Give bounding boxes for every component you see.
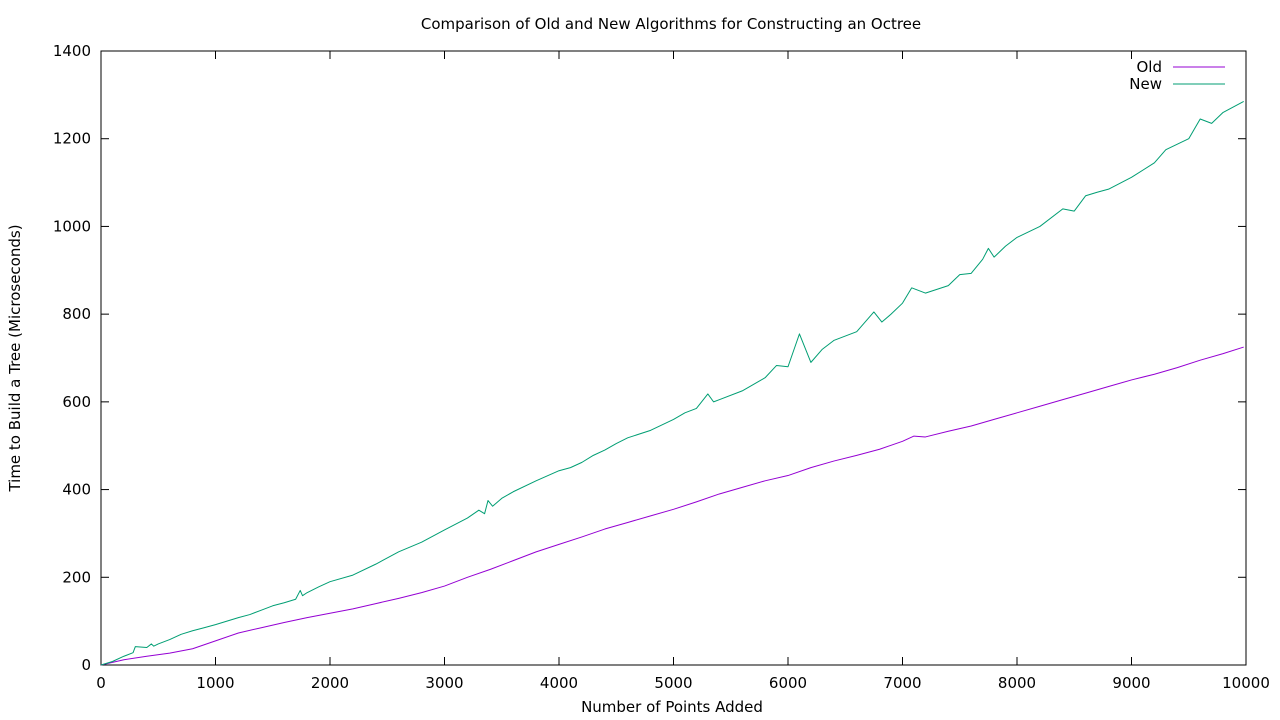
y-axis: 0 200 400 600 800 1000 1200 1400 <box>53 42 1246 674</box>
y-tick-label: 200 <box>62 568 91 586</box>
x-tick-label: 5000 <box>654 674 692 692</box>
x-tick-label: 7000 <box>883 674 921 692</box>
y-tick-label: 800 <box>62 305 91 323</box>
y-tick-label: 1400 <box>53 42 91 60</box>
y-axis-label: Time to Build a Tree (Microseconds) <box>6 224 24 492</box>
x-tick-label: 2000 <box>311 674 349 692</box>
x-axis-label: Number of Points Added <box>581 698 763 716</box>
x-tick-label: 6000 <box>769 674 807 692</box>
x-tick-label: 4000 <box>540 674 578 692</box>
chart-title: Comparison of Old and New Algorithms for… <box>421 15 921 33</box>
y-tick-label: 0 <box>81 656 91 674</box>
legend-label-old: Old <box>1137 58 1163 76</box>
plot-frame <box>100 50 1247 666</box>
series-line-old <box>100 346 1244 666</box>
x-tick-label: 10000 <box>1222 674 1270 692</box>
series-line-new <box>100 100 1244 666</box>
x-tick-label: 0 <box>96 674 106 692</box>
y-tick-label: 600 <box>62 393 91 411</box>
x-tick-label: 1000 <box>196 674 234 692</box>
series-layer <box>100 100 1244 666</box>
y-tick-label: 1000 <box>53 217 91 235</box>
x-tick-label: 3000 <box>425 674 463 692</box>
y-tick-label: 400 <box>62 481 91 499</box>
y-tick-label: 1200 <box>53 130 91 148</box>
x-tick-label: 9000 <box>1112 674 1150 692</box>
x-axis: 0 1000 2000 3000 4000 5000 6000 7000 8000 9000 100… <box>96 51 1270 692</box>
legend-label-new: New <box>1129 75 1162 93</box>
x-tick-label: 8000 <box>998 674 1036 692</box>
